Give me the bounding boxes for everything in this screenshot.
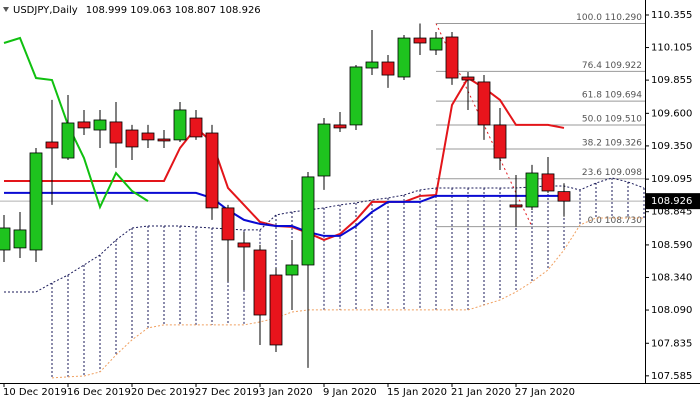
- y-tick-label: 109.600: [651, 108, 692, 119]
- y-tick-label: 107.835: [651, 338, 692, 349]
- fib-label: 0.0 108.730: [588, 216, 643, 226]
- fib-label: 100.0 110.290: [576, 13, 642, 23]
- candle-body: [541, 173, 555, 192]
- x-tick-label: 16 Dec 2019: [67, 387, 131, 398]
- candle-body: [477, 81, 491, 126]
- candle-body: [125, 129, 139, 148]
- candle-body: [461, 76, 475, 81]
- y-tick-label: 109.095: [651, 174, 692, 185]
- candle-body: [157, 138, 171, 142]
- x-tick-label: 10 Dec 2019: [3, 387, 67, 398]
- indicator-line: [4, 191, 564, 237]
- x-tick-label: 9 Jan 2020: [323, 387, 377, 398]
- y-tick-label: 108.590: [651, 240, 692, 251]
- candle-body: [45, 141, 59, 149]
- x-tick-label: 3 Jan 2020: [259, 387, 313, 398]
- candle-body: [365, 61, 379, 69]
- x-tick-label: 21 Jan 2020: [451, 387, 511, 398]
- candle-body: [285, 264, 299, 276]
- fib-label: 61.8 109.694: [582, 91, 642, 101]
- y-tick-label: 109.855: [651, 75, 692, 86]
- candle-body: [77, 121, 91, 129]
- candle-body: [381, 61, 395, 76]
- y-tick-label: 110.355: [651, 10, 692, 21]
- candle-body: [397, 37, 411, 78]
- ohlc-readout: 108.999 109.063 108.807 108.926: [86, 5, 261, 16]
- candle-body: [109, 121, 123, 144]
- candle-body: [509, 204, 523, 208]
- candle-body: [0, 227, 11, 251]
- candle-body: [317, 123, 331, 177]
- candle-body: [525, 172, 539, 208]
- candle-body: [29, 152, 43, 251]
- y-tick-label: 110.105: [651, 43, 692, 54]
- candle-body: [557, 191, 571, 202]
- candle-body: [237, 242, 251, 248]
- candle-body: [413, 37, 427, 44]
- y-tick-label: 108.090: [651, 305, 692, 316]
- candle-body: [301, 176, 315, 266]
- last-price-label: 108.926: [651, 196, 692, 207]
- candle-body: [253, 249, 267, 316]
- candle-body: [141, 132, 155, 141]
- candle-body: [93, 119, 107, 131]
- candle-body: [349, 66, 363, 126]
- y-tick-label: 109.350: [651, 141, 692, 152]
- candle-body: [269, 274, 283, 346]
- candle-body: [61, 122, 75, 159]
- x-tick-label: 27 Jan 2020: [515, 387, 575, 398]
- candle-body: [445, 36, 459, 79]
- last-price-tag: [646, 193, 700, 210]
- chart-header: USDJPY,Daily 108.999 109.063 108.807 108.…: [13, 5, 261, 16]
- y-tick-label: 108.340: [651, 272, 692, 283]
- candle-body: [173, 109, 187, 141]
- fib-label: 76.4 109.922: [582, 61, 642, 71]
- candle-body: [205, 132, 219, 209]
- fib-label: 50.0 109.510: [582, 115, 642, 125]
- plot-layer: 100.0 110.290 76.4 109.922 61.8 109.694 50.…: [0, 13, 645, 379]
- candle-body: [189, 117, 203, 138]
- candle-body: [333, 124, 347, 129]
- fib-label: 23.6 109.098: [582, 168, 642, 178]
- y-tick-label: 107.585: [651, 371, 692, 382]
- candle-body: [221, 207, 235, 241]
- chart-title: USDJPY,Daily: [13, 5, 78, 16]
- candle-body: [429, 37, 443, 51]
- cloud-span: [51, 217, 644, 379]
- x-tick-label: 27 Dec 2019: [195, 387, 259, 398]
- indicator-line: [3, 36, 149, 210]
- x-tick-label: 15 Jan 2020: [387, 387, 447, 398]
- fib-label: 38.2 109.326: [582, 139, 642, 149]
- x-tick-label: 20 Dec 2019: [131, 387, 195, 398]
- symbol-icon: [3, 7, 9, 12]
- y-tick-label: 108.845: [651, 207, 692, 218]
- candle-body: [493, 124, 507, 159]
- candle-body: [13, 229, 27, 249]
